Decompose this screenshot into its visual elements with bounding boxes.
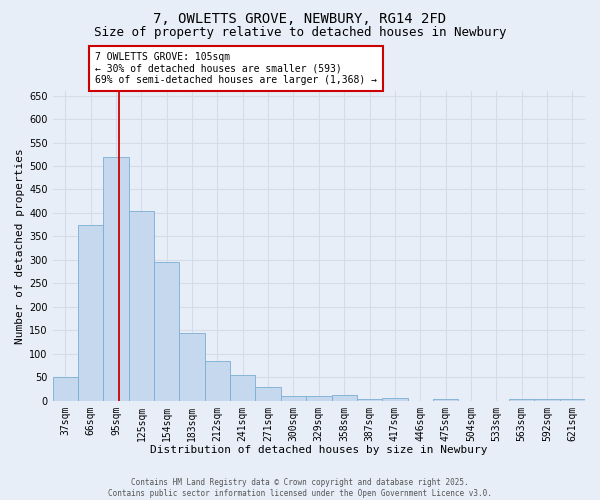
Bar	[129, 210, 154, 400]
Bar	[154, 262, 179, 400]
X-axis label: Distribution of detached houses by size in Newbury: Distribution of detached houses by size …	[150, 445, 488, 455]
Bar	[78, 224, 103, 400]
Text: 7 OWLETTS GROVE: 105sqm
← 30% of detached houses are smaller (593)
69% of semi-d: 7 OWLETTS GROVE: 105sqm ← 30% of detache…	[95, 52, 377, 84]
Text: 7, OWLETTS GROVE, NEWBURY, RG14 2FD: 7, OWLETTS GROVE, NEWBURY, RG14 2FD	[154, 12, 446, 26]
Bar	[535, 399, 560, 400]
Bar	[281, 396, 306, 400]
Bar	[256, 386, 281, 400]
Text: Contains HM Land Registry data © Crown copyright and database right 2025.
Contai: Contains HM Land Registry data © Crown c…	[108, 478, 492, 498]
Bar	[433, 399, 458, 400]
Bar	[332, 394, 357, 400]
Bar	[103, 156, 129, 400]
Bar	[230, 375, 256, 400]
Bar	[179, 332, 205, 400]
Bar	[306, 396, 332, 400]
Bar	[53, 378, 78, 400]
Bar	[382, 398, 407, 400]
Bar	[205, 361, 230, 401]
Text: Size of property relative to detached houses in Newbury: Size of property relative to detached ho…	[94, 26, 506, 39]
Y-axis label: Number of detached properties: Number of detached properties	[15, 148, 25, 344]
